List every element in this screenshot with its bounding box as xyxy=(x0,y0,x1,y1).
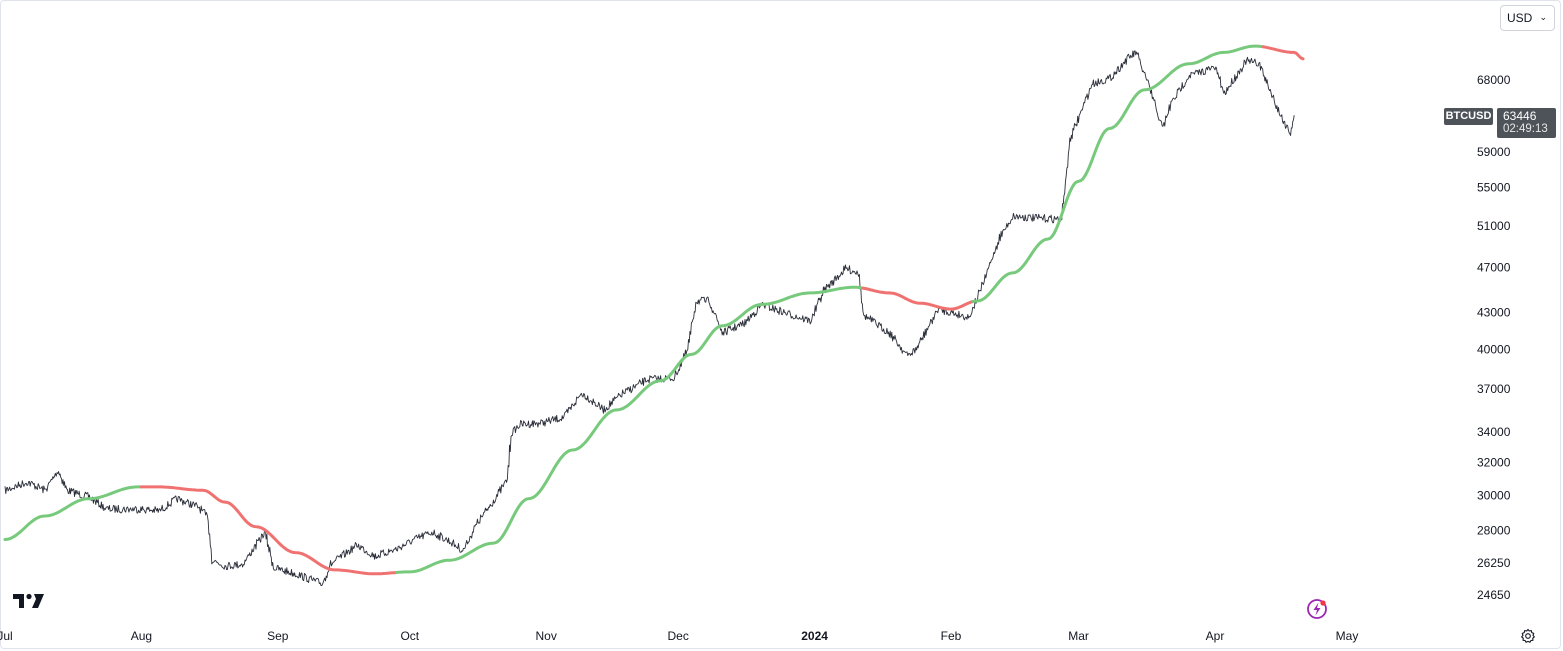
y-axis[interactable]: 68000 59000 55000 51000 47000 43000 40000 37000… xyxy=(1477,73,1511,602)
tradingview-logo-icon[interactable] xyxy=(13,592,47,610)
price-layer xyxy=(4,50,1295,587)
last-price: 63446 xyxy=(1503,109,1537,123)
y-tick-label: 59000 xyxy=(1477,145,1511,159)
ma-segment-down xyxy=(1261,45,1305,61)
x-axis[interactable]: Jul Aug Sep Oct Nov Dec 2024 Feb Mar Apr May xyxy=(0,629,1358,643)
currency-select[interactable]: USD ⌄ xyxy=(1500,5,1555,31)
y-tick-label: 55000 xyxy=(1477,181,1511,195)
ma-segment-up xyxy=(3,485,143,541)
y-tick-label: 43000 xyxy=(1477,306,1511,320)
ma-segment-down xyxy=(861,286,975,311)
last-price-label: 63446 02:49:13 xyxy=(1497,108,1556,138)
y-tick-label: 51000 xyxy=(1477,219,1511,233)
x-tick-label: Aug xyxy=(131,629,152,643)
ma-segment-up xyxy=(395,285,865,574)
symbol-label: BTCUSD xyxy=(1444,108,1493,125)
y-tick-label: 37000 xyxy=(1477,382,1511,396)
ma-segment-down xyxy=(139,485,399,576)
y-tick-label: 47000 xyxy=(1477,261,1511,275)
x-tick-label: Mar xyxy=(1068,629,1089,643)
bolt-icon[interactable] xyxy=(1306,598,1328,620)
x-tick-label: Nov xyxy=(536,629,557,643)
y-tick-label: 40000 xyxy=(1477,342,1511,356)
chevron-down-icon: ⌄ xyxy=(1539,12,1547,22)
x-tick-label: Oct xyxy=(400,629,419,643)
moving-average-layer xyxy=(3,44,1305,576)
ma-segment-up xyxy=(971,44,1265,303)
y-tick-label: 32000 xyxy=(1477,456,1511,470)
y-tick-label: 68000 xyxy=(1477,73,1511,87)
price-series-line xyxy=(4,50,1295,587)
y-tick-label: 30000 xyxy=(1477,488,1511,502)
x-tick-label: Sep xyxy=(267,629,289,643)
currency-value: USD xyxy=(1507,11,1533,25)
bar-countdown: 02:49:13 xyxy=(1503,123,1548,135)
x-tick-label: Jul xyxy=(0,629,13,643)
x-tick-label: Apr xyxy=(1206,629,1225,643)
x-tick-label: Feb xyxy=(941,629,962,643)
y-tick-label: 26250 xyxy=(1477,556,1511,570)
y-tick-label: 28000 xyxy=(1477,523,1511,537)
x-tick-label: 2024 xyxy=(801,629,828,643)
y-tick-label: 24650 xyxy=(1477,588,1511,602)
y-tick-label: 34000 xyxy=(1477,425,1511,439)
gear-icon[interactable] xyxy=(1520,628,1536,644)
x-tick-label: May xyxy=(1336,629,1359,643)
x-tick-label: Dec xyxy=(668,629,689,643)
